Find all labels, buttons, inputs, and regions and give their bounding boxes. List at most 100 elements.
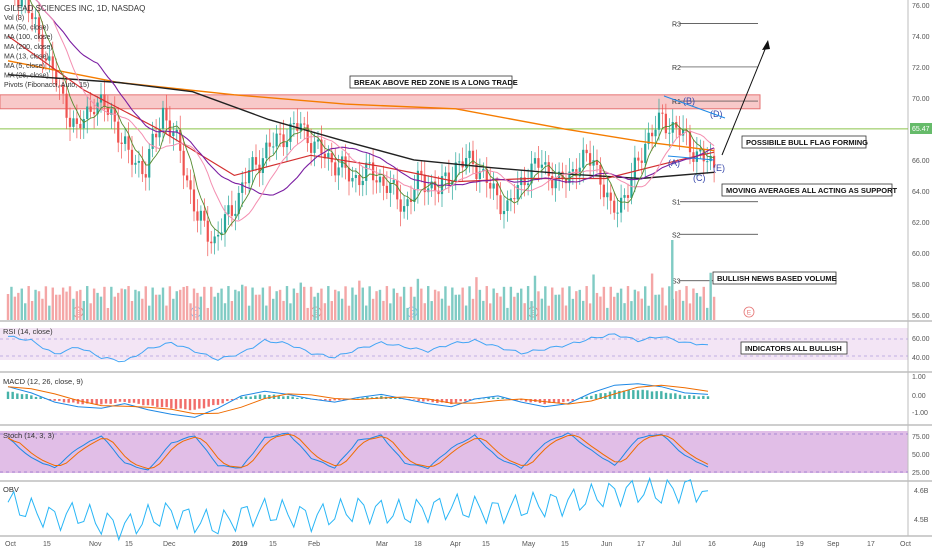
volume-bar — [144, 286, 147, 320]
volume-bar — [330, 301, 333, 320]
candle-body — [27, 0, 30, 14]
x-tick-label: 15 — [269, 541, 277, 548]
candle-body — [316, 139, 320, 142]
ma-100-line — [7, 74, 715, 180]
candle-body — [334, 162, 337, 176]
macd-histogram-bar — [216, 399, 220, 405]
candle-body — [513, 198, 516, 200]
candle-body — [127, 136, 130, 150]
candle-body — [378, 176, 382, 183]
x-tick-label: Apr — [450, 541, 462, 548]
macd-histogram-bar — [692, 395, 696, 399]
x-tick-label: Nov — [89, 541, 102, 548]
event-marker: E — [743, 306, 755, 318]
macd-histogram-bar — [277, 395, 280, 399]
volume-bar — [626, 286, 630, 320]
candle-body — [471, 150, 475, 165]
macd-histogram-bar — [660, 391, 663, 399]
red-zone — [0, 94, 761, 110]
macd-histogram-bar — [683, 395, 686, 399]
candle-body — [210, 241, 213, 244]
candle-body — [568, 171, 571, 184]
macd-histogram-bar — [48, 399, 52, 401]
stoch-tick-label: 25.00 — [912, 470, 930, 477]
volume-bar — [251, 287, 254, 320]
macd-histogram-bar — [58, 399, 61, 401]
macd-histogram-bar — [114, 399, 117, 404]
volume-bar — [117, 292, 120, 320]
candle-body — [644, 143, 647, 163]
macd-histogram-bar — [160, 399, 164, 408]
volume-bar — [37, 291, 41, 320]
chart-title: GILEAD SCIENCES INC, 1D, NASDAQ — [4, 4, 145, 13]
volume-bar — [44, 286, 48, 320]
ma-5-line — [29, 0, 715, 236]
volume-bar — [509, 286, 513, 320]
volume-bar — [172, 298, 175, 320]
volume-bar — [199, 296, 203, 320]
macd-histogram-bar — [655, 391, 658, 399]
volume-bar — [461, 287, 464, 320]
volume-bar — [482, 300, 485, 320]
candle-body — [75, 118, 78, 124]
candle-body — [620, 197, 623, 213]
volume-bar — [20, 288, 23, 320]
candle-body — [409, 199, 413, 202]
volume-bar — [110, 286, 113, 320]
candle-body — [93, 111, 96, 115]
volume-bar — [75, 291, 79, 320]
volume-bar — [241, 284, 244, 320]
candle-body — [650, 132, 654, 137]
macd-histogram-bar — [594, 394, 598, 399]
volume-bar — [92, 288, 96, 320]
macd-histogram-bar — [342, 399, 346, 401]
candle-body — [647, 132, 650, 144]
stoch-k-line — [7, 432, 709, 471]
macd-histogram-bar — [524, 399, 528, 402]
candle-body — [478, 171, 481, 180]
volume-bar — [196, 292, 199, 320]
volume-bar — [30, 300, 34, 320]
volume-bar — [537, 291, 540, 320]
candle-body — [310, 143, 313, 153]
candle-body — [182, 150, 185, 176]
volume-bar — [223, 303, 227, 320]
volume-bar — [309, 286, 313, 320]
candle-body — [292, 123, 295, 125]
candle-body — [124, 136, 127, 144]
volume-bar — [688, 303, 692, 320]
volume-bar — [306, 307, 309, 320]
candle-body — [141, 160, 144, 175]
candle-body — [244, 182, 247, 184]
macd-histogram-bar — [520, 399, 523, 401]
macd-histogram-bar — [221, 399, 224, 404]
volume-bar — [268, 286, 271, 320]
candle-body — [196, 211, 199, 221]
macd-histogram-bar — [90, 399, 94, 404]
volume-bar — [292, 288, 296, 320]
volume-bar — [526, 286, 530, 320]
macd-histogram-bar — [380, 395, 383, 399]
x-tick-label: 19 — [796, 541, 804, 548]
candle-body — [595, 160, 599, 165]
volume-bar — [413, 296, 416, 320]
legend-row: MA (100, close) — [4, 34, 53, 41]
volume-bar — [296, 292, 299, 320]
volume-bar — [416, 278, 420, 320]
volume-bar — [216, 292, 220, 320]
volume-bar — [120, 288, 123, 320]
obv-tick-label: 4.6B — [914, 488, 929, 495]
wave-label: (C) — [693, 173, 706, 183]
volume-bar — [34, 289, 37, 320]
volume-bar — [347, 305, 351, 320]
volume-bar — [278, 289, 282, 320]
macd-histogram-bar — [706, 396, 710, 399]
macd-histogram-bar — [174, 399, 178, 409]
volume-bar — [695, 292, 699, 320]
current-price-tag: 65.47 — [910, 123, 932, 134]
x-tick-label: Sep — [827, 541, 840, 548]
candle-body — [640, 160, 643, 163]
macd-histogram-bar — [417, 399, 420, 402]
pivot-label-s3: S3 — [672, 279, 681, 286]
